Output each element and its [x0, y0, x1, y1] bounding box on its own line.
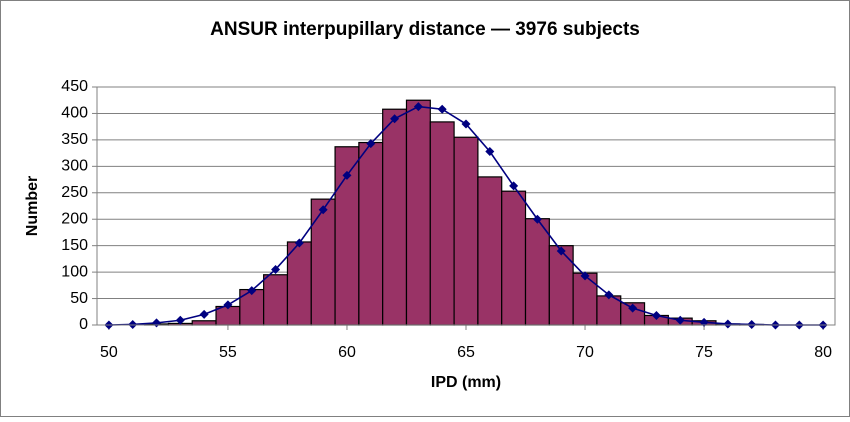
plot-border: [96, 86, 836, 326]
y-tick-label: 450: [61, 78, 88, 95]
fit-marker: [128, 319, 138, 329]
fit-marker: [175, 315, 185, 325]
y-tick-label: 0: [79, 316, 88, 333]
fit-marker: [580, 271, 590, 281]
bar: [572, 272, 598, 326]
x-tick-label: 50: [100, 344, 118, 361]
fit-marker: [509, 181, 519, 191]
bar: [429, 121, 455, 326]
fit-marker: [342, 170, 352, 180]
x-tick-label: 80: [814, 344, 832, 361]
fit-marker: [318, 205, 328, 215]
y-tick-label: 200: [61, 210, 88, 227]
y-tick-label: 350: [61, 131, 88, 148]
y-tick-label: 250: [61, 184, 88, 201]
fit-marker: [294, 238, 304, 248]
fit-marker: [461, 119, 471, 129]
x-axis-label: IPD (mm): [431, 374, 501, 391]
fit-marker: [556, 246, 566, 256]
chart-title: ANSUR interpupillary distance — 3976 sub…: [210, 19, 640, 40]
fit-marker: [247, 286, 257, 296]
bar: [286, 241, 312, 326]
fit-marker: [628, 303, 638, 313]
bar: [405, 99, 431, 326]
fit-marker: [651, 310, 661, 320]
bar: [548, 245, 574, 326]
x-tick-label: 75: [695, 344, 713, 361]
fit-marker: [604, 290, 614, 300]
x-tick-label: 60: [338, 344, 356, 361]
y-axis-label: Number: [24, 176, 41, 236]
fit-marker: [199, 309, 209, 319]
fit-marker: [723, 319, 733, 329]
bar: [191, 320, 217, 326]
y-tick-label: 400: [61, 105, 88, 122]
fit-marker: [366, 139, 376, 149]
bar: [477, 176, 503, 326]
y-tick-label: 300: [61, 158, 88, 175]
bar: [263, 274, 289, 326]
fit-marker: [437, 104, 447, 114]
bar: [524, 218, 550, 326]
bar: [453, 136, 479, 326]
bar: [501, 190, 527, 326]
y-tick-label: 150: [61, 237, 88, 254]
x-tick-label: 70: [576, 344, 594, 361]
bar: [310, 198, 336, 326]
fit-marker: [485, 147, 495, 157]
fit-marker: [223, 300, 233, 310]
fit-marker: [747, 319, 757, 329]
fit-marker: [271, 264, 281, 274]
x-tick-label: 55: [219, 344, 237, 361]
x-tick-label: 65: [457, 344, 475, 361]
bar: [358, 141, 384, 326]
fit-marker: [390, 114, 400, 124]
fit-marker: [675, 315, 685, 325]
fit-marker: [413, 102, 423, 112]
fit-marker: [532, 214, 542, 224]
y-tick-label: 50: [70, 290, 88, 307]
bar: [382, 108, 408, 326]
y-tick-label: 100: [61, 263, 88, 280]
